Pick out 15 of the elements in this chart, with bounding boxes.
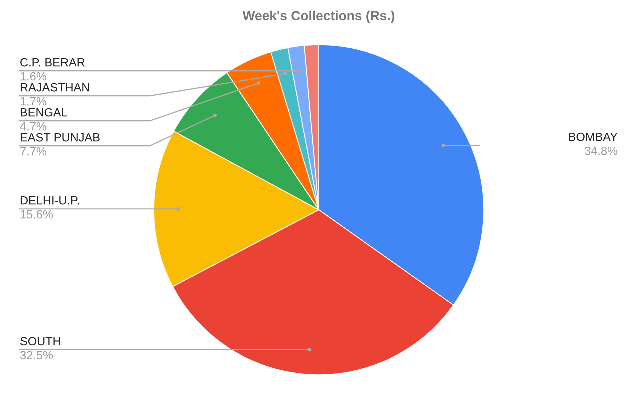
slice-label: BENGAL [20,108,68,117]
data-label: 1.6% [20,72,46,81]
data-label: 7.7% [20,147,46,156]
slice-label: DELHI-U.P. [20,196,80,205]
data-label: 1.7% [20,97,46,106]
data-label: 34.8% [584,146,618,156]
slice-label: SOUTH [20,337,60,346]
chart-title: Week's Collections (Rs.) [242,10,395,24]
data-label: 4.7% [20,122,46,131]
data-label: 32.5% [20,351,54,360]
slice-label: BOMBAY [569,132,618,142]
slice-label: C.P. BERAR [20,58,85,67]
slice-label: EAST PUNJAB [20,133,100,142]
data-label: 15.6% [20,210,54,219]
slice-label: RAJASTHAN [20,83,90,92]
